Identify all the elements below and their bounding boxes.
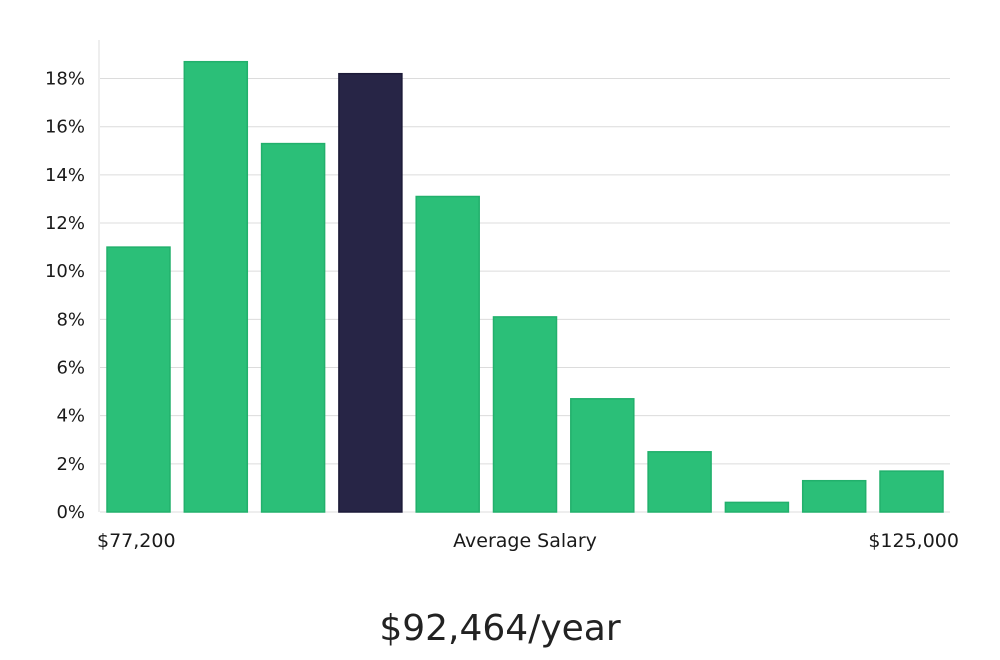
salary-histogram: 0% 2% 4% 6% 8% 10% 12% 14% 16% 18% $77,200 Averag… [45,40,959,552]
average-salary-value: $92,464/year [379,608,621,649]
x-axis-label: Average Salary [453,530,597,552]
y-tick-label: 0% [56,502,85,523]
bar [492,316,558,513]
bar [570,398,635,513]
y-tick-label: 14% [45,165,85,186]
bars [106,60,944,513]
x-axis-min-label: $77,200 [97,530,176,552]
bar [260,142,326,513]
bar [879,470,944,513]
bar-highlighted [338,72,403,513]
y-tick-label: 4% [56,406,85,427]
y-tick-label: 18% [45,69,85,90]
bar [724,501,790,513]
bar [647,451,712,513]
y-tick-label: 6% [56,358,85,379]
y-tick-label: 2% [56,454,85,475]
x-axis-max-label: $125,000 [868,530,959,552]
y-tick-label: 8% [56,309,85,330]
y-axis-ticks: 0% 2% 4% 6% 8% 10% 12% 14% 16% 18% [45,69,85,523]
y-tick-label: 10% [45,261,85,282]
y-tick-label: 16% [45,117,85,138]
bar [415,195,480,513]
bar [801,479,867,513]
bar [106,246,171,513]
y-tick-label: 12% [45,213,85,234]
bar [183,60,249,513]
